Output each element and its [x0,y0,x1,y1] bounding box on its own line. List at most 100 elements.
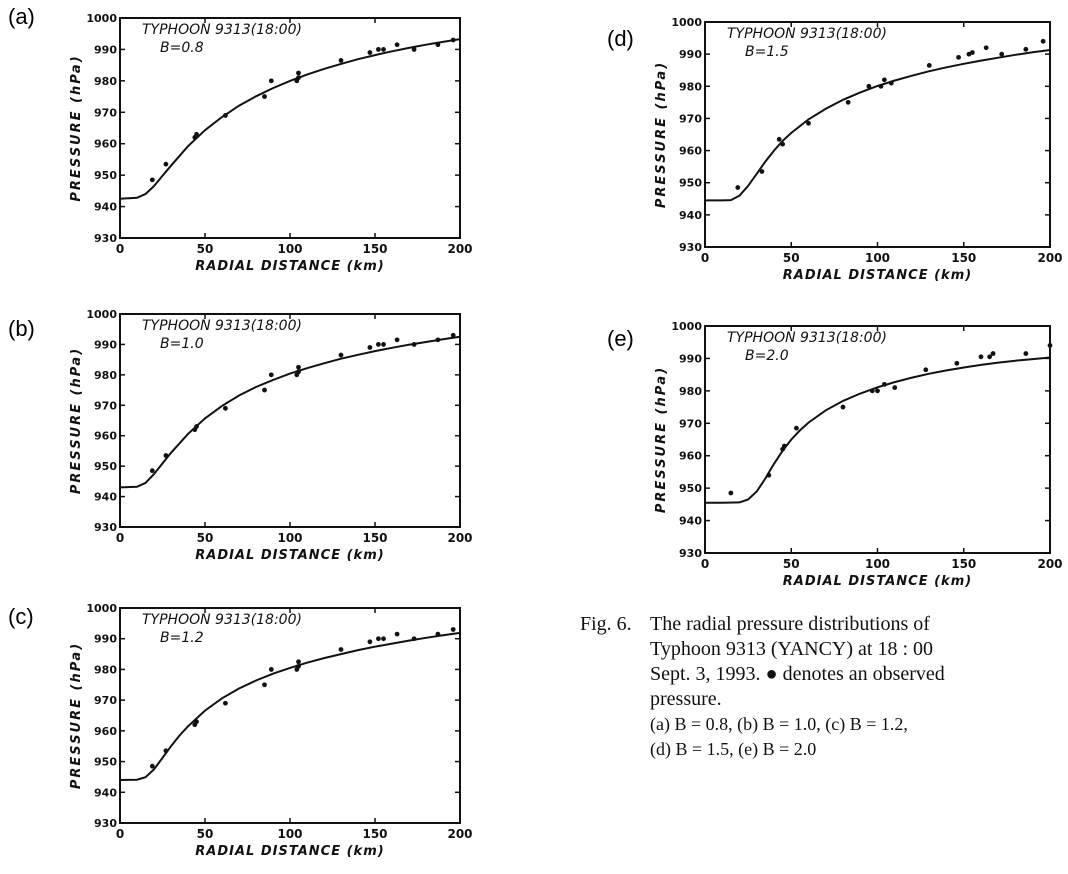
model-curve [119,38,461,200]
observed-point [376,342,381,347]
observed-point [411,636,417,642]
observed-point [381,342,386,347]
observed-point [866,83,872,89]
plot-title: TYPHOON 9313(18:00) [142,22,302,38]
x-tick-label: 50 [197,827,214,841]
observed-point [435,631,441,637]
model-curve [119,335,461,489]
observed-point [435,42,441,48]
plot-subtitle: B=0.8 [160,40,204,56]
observed-point [376,47,381,52]
caption-line-1: The radial pressure distributions of [650,613,930,635]
y-tick-label: 970 [679,112,702,125]
y-tick-label: 960 [679,450,702,463]
observed-point [149,177,155,183]
y-tick-label: 970 [679,417,702,430]
plot-subtitle: B=1.0 [160,336,204,352]
y-tick-label: 1000 [671,320,702,333]
caption-figure-number: Fig. 6. [580,613,632,635]
observed-point [1023,351,1029,356]
y-tick-label: 970 [94,399,117,412]
x-tick-label: 50 [783,251,800,265]
x-tick-label: 100 [277,242,302,256]
x-tick-label: 200 [1037,251,1062,265]
y-tick-label: 950 [94,169,117,182]
observed-point [381,47,386,52]
observed-point [296,75,301,81]
observed-point [999,51,1005,57]
observed-point [367,639,373,645]
observed-point [163,453,169,458]
observed-point [296,70,301,76]
observed-point [338,352,344,358]
y-tick-label: 950 [679,482,702,495]
observed-point [766,472,772,478]
x-tick-label: 150 [362,531,387,545]
plot-title: TYPHOON 9313(18:00) [142,318,302,334]
observed-point [735,185,741,190]
observed-point [840,404,846,410]
observed-point [781,443,787,449]
x-tick-label: 0 [116,531,124,545]
observed-point [194,131,199,137]
observed-point [450,37,456,43]
y-tick-label: 960 [94,725,117,738]
x-tick-label: 50 [783,557,800,571]
observed-point [376,636,381,642]
y-tick-label: 980 [679,385,702,398]
observed-point [888,80,894,86]
observed-point [954,360,960,366]
observed-point [223,405,228,411]
y-tick-label: 1000 [86,308,117,321]
observed-point [268,372,274,378]
caption-line-3: Sept. 3, 1993. ● denotes an observed [650,663,945,685]
panel-label-c: (c) [8,604,34,629]
y-tick-label: 940 [679,515,702,528]
y-axis-label: PRESSURE (hPa) [69,642,84,789]
observed-point [845,99,851,105]
x-tick-label: 0 [116,827,124,841]
observed-point [296,663,301,669]
y-tick-label: 950 [94,756,117,769]
observed-point [223,700,228,706]
observed-point [450,332,456,338]
observed-point [969,50,975,55]
caption-line-4: pressure. [650,688,722,710]
plot-subtitle: B=1.5 [745,44,789,60]
y-tick-label: 960 [94,430,117,443]
observed-point [296,364,301,370]
y-tick-label: 980 [94,75,117,88]
observed-point [987,354,993,360]
observed-point [978,354,984,360]
panel-label-b: (b) [8,316,35,341]
observed-point [411,342,417,347]
x-tick-label: 0 [701,251,709,265]
observed-point [296,369,301,375]
x-axis-label: RADIAL DISTANCE (km) [783,574,972,589]
x-axis-label: RADIAL DISTANCE (km) [195,844,384,859]
observed-point [983,45,989,51]
y-tick-label: 960 [94,138,117,151]
x-tick-label: 150 [951,251,976,265]
x-axis-label: RADIAL DISTANCE (km) [195,259,384,274]
x-tick-label: 150 [362,242,387,256]
observed-point [806,120,811,126]
observed-point [882,381,887,387]
y-tick-label: 940 [679,209,702,222]
y-tick-label: 950 [94,460,117,473]
observed-point [268,667,274,672]
x-tick-label: 0 [116,242,124,256]
observed-point [367,345,373,350]
y-tick-label: 1000 [86,12,117,25]
caption-line-2: Typhoon 9313 (YANCY) at 18 : 00 [650,638,934,660]
model-curve [119,631,461,781]
chart-b: 930 940 950 960 970 980 990 1000 0 50 100 150 200 RAD… [69,308,473,563]
observed-point [956,54,961,60]
x-tick-label: 50 [197,242,214,256]
observed-point [194,719,199,725]
x-tick-label: 200 [1037,557,1062,571]
y-axis-label: PRESSURE (hPa) [69,54,84,201]
observed-point [268,78,274,84]
observed-point [381,636,386,642]
panel-label-d: (d) [607,26,634,51]
